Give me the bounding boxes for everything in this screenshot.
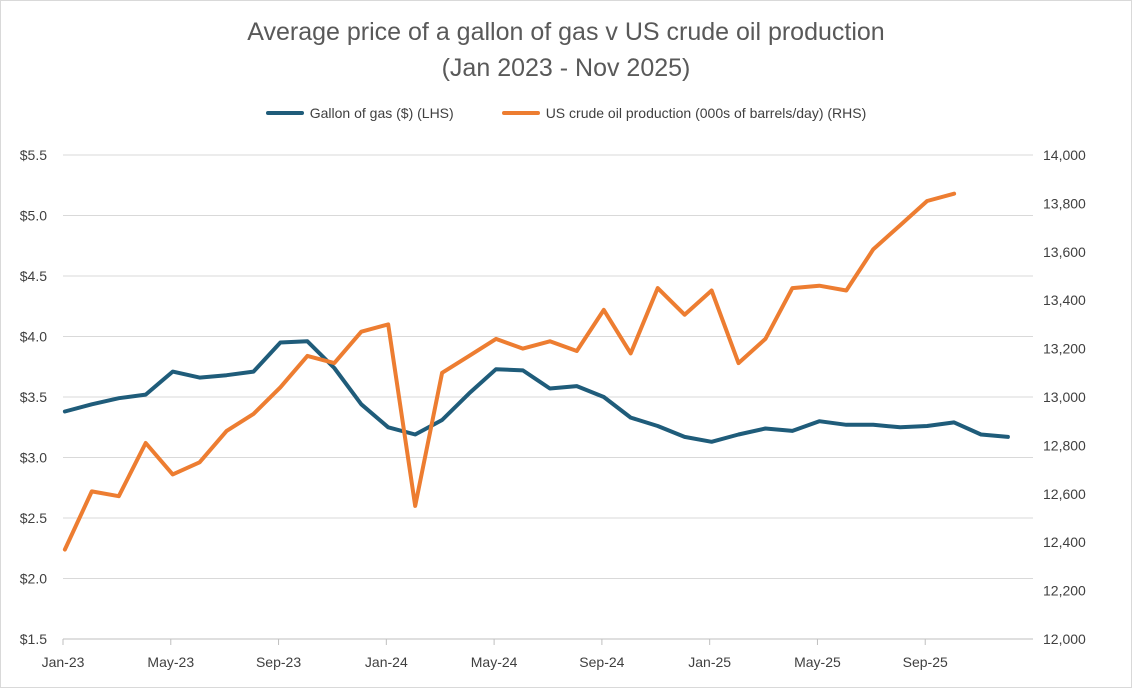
x-tick-label: May-24 (471, 654, 518, 670)
y-left-tick-label: $3.0 (20, 450, 47, 466)
y-left-tick-label: $5.0 (20, 208, 47, 224)
y-right-tick-label: 13,200 (1043, 341, 1086, 357)
y-right-tick-label: 12,600 (1043, 486, 1086, 502)
y-right-tick-label: 12,800 (1043, 437, 1086, 453)
y-left-tick-label: $1.5 (20, 631, 47, 647)
y-right-tick-label: 14,000 (1043, 147, 1086, 163)
chart-legend: Gallon of gas ($) (LHS) US crude oil pro… (1, 105, 1131, 121)
x-tick-label: Jan-24 (365, 654, 408, 670)
x-tick-label: May-25 (794, 654, 841, 670)
y-right-tick-label: 13,600 (1043, 244, 1086, 260)
legend-swatch-gas (265, 111, 304, 115)
series-line-gas (62, 339, 1010, 444)
series-line-oil (62, 191, 957, 552)
legend-item-oil: US crude oil production (000s of barrels… (501, 105, 867, 121)
y-left-tick-label: $2.0 (20, 571, 47, 587)
x-tick-label: Jan-25 (688, 654, 731, 670)
y-left-tick-label: $5.5 (20, 147, 47, 163)
x-tick-label: May-23 (147, 654, 194, 670)
y-right-tick-label: 13,800 (1043, 195, 1086, 211)
y-left-tick-label: $2.5 (20, 510, 47, 526)
x-tick-label: Sep-24 (579, 654, 624, 670)
chart-title: Average price of a gallon of gas v US cr… (247, 18, 885, 46)
y-left-tick-label: $4.0 (20, 329, 47, 345)
y-right-tick-label: 12,400 (1043, 534, 1086, 550)
legend-label-gas: Gallon of gas ($) (LHS) (309, 105, 454, 121)
chart-subtitle: (Jan 2023 - Nov 2025) (441, 54, 691, 82)
x-tick-label: Sep-23 (256, 654, 301, 670)
y-right-tick-label: 13,400 (1043, 292, 1086, 308)
y-left-tick-label: $3.5 (20, 389, 47, 405)
legend-label-oil: US crude oil production (000s of barrels… (545, 105, 867, 121)
x-tick-label: Sep-25 (903, 654, 948, 670)
legend-swatch-oil (501, 111, 540, 115)
y-right-tick-label: 12,000 (1043, 631, 1086, 647)
y-right-tick-label: 12,200 (1043, 583, 1086, 599)
legend-item-gas: Gallon of gas ($) (LHS) (265, 105, 454, 121)
x-tick-label: Jan-23 (42, 654, 85, 670)
y-left-tick-label: $4.5 (20, 268, 47, 284)
y-right-tick-label: 13,000 (1043, 389, 1086, 405)
